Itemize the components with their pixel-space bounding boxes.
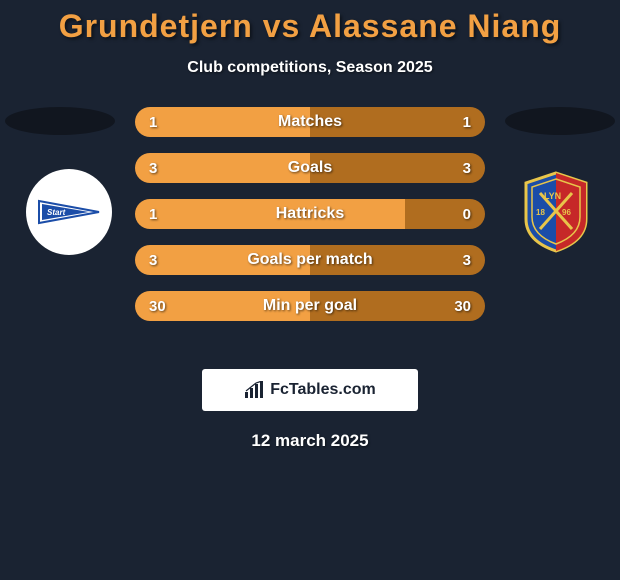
club-logo-left: Start bbox=[26, 169, 112, 255]
comparison-title: Grundetjern vs Alassane Niang bbox=[0, 8, 620, 45]
stat-row: 33Goals bbox=[135, 153, 485, 183]
comparison-subtitle: Club competitions, Season 2025 bbox=[0, 59, 620, 77]
stat-label: Min per goal bbox=[135, 291, 485, 321]
watermark: FcTables.com bbox=[202, 369, 418, 411]
stat-row: 33Goals per match bbox=[135, 245, 485, 275]
player-shadow-right bbox=[505, 107, 615, 135]
svg-text:Start: Start bbox=[47, 208, 66, 217]
watermark-text: FcTables.com bbox=[270, 381, 376, 399]
chart-area: Start 18 96 LYN 11Matches 33Goals 10Hattri… bbox=[0, 107, 620, 357]
bar-chart-icon bbox=[244, 381, 264, 399]
svg-text:18: 18 bbox=[536, 208, 545, 217]
lyn-shield-icon: 18 96 LYN bbox=[520, 171, 592, 253]
comparison-date: 12 march 2025 bbox=[0, 431, 620, 451]
stat-row: 11Matches bbox=[135, 107, 485, 137]
stat-label: Goals per match bbox=[135, 245, 485, 275]
club-logo-right: 18 96 LYN bbox=[513, 169, 599, 255]
stat-label: Goals bbox=[135, 153, 485, 183]
stat-label: Matches bbox=[135, 107, 485, 137]
svg-text:96: 96 bbox=[562, 208, 571, 217]
stat-bars: 11Matches 33Goals 10Hattricks 33Goals per m… bbox=[135, 107, 485, 337]
stat-row: 10Hattricks bbox=[135, 199, 485, 229]
start-pennant-icon: Start bbox=[37, 197, 101, 227]
stat-label: Hattricks bbox=[135, 199, 485, 229]
svg-text:LYN: LYN bbox=[544, 191, 561, 201]
stat-row: 3030Min per goal bbox=[135, 291, 485, 321]
player-shadow-left bbox=[5, 107, 115, 135]
